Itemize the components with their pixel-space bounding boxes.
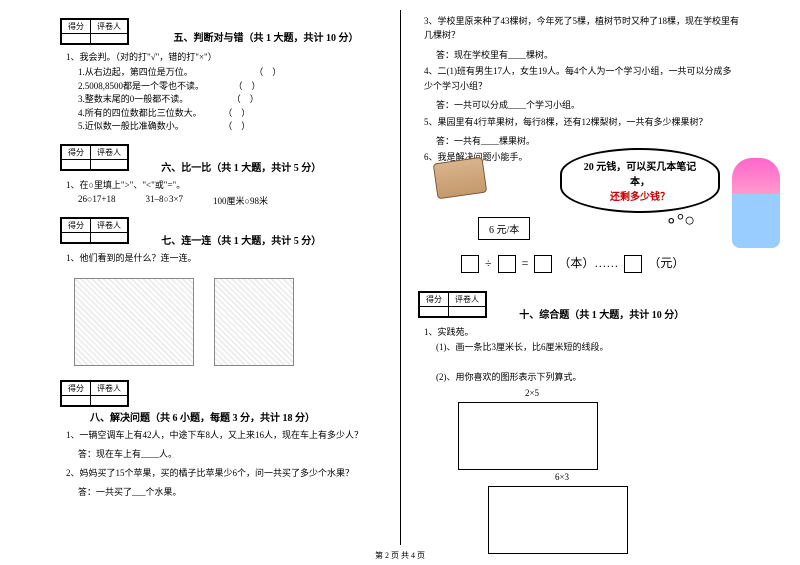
paren: （ ） <box>232 80 262 94</box>
formula-text: （元） <box>648 256 684 270</box>
s5-item: 4.所有的四位数都比三位数大。 （ ） <box>78 107 382 121</box>
score-box: 得分 评卷人 <box>60 380 129 407</box>
section-6-title: 六、比一比（共 1 大题，共计 5 分） <box>161 159 321 174</box>
s5-q1: 1、我会判。（对的打"√"，错的打"×"） <box>66 50 382 64</box>
s8-a2: 答：一共买了___个水果。 <box>78 486 382 500</box>
notebook-icon <box>433 157 488 200</box>
s5-item: 2.5008,8500都是一个零也不读。 （ ） <box>78 80 382 94</box>
bubble-line2: 还剩多少钱？ <box>576 188 704 203</box>
formula-box <box>461 255 479 273</box>
children-table-sketch <box>74 278 194 366</box>
formula-box <box>498 255 516 273</box>
section-5-title: 五、判断对与错（共 1 大题，共计 10 分） <box>150 29 382 44</box>
score-label: 得分 <box>420 293 449 307</box>
s8-a4: 答：一共可以分成____个学习小组。 <box>436 99 740 113</box>
section-8-header: 得分 评卷人 八、解决问题（共 6 小题，每题 3 分，共计 18 分） <box>60 380 382 424</box>
draw-box <box>488 486 628 554</box>
price-box: 6 元/本 <box>478 217 530 240</box>
s6-item: 100厘米○98米 <box>213 194 268 207</box>
s6-item: 31–8○3×7 <box>146 194 184 207</box>
s5-item: 1.从右边起，第四位是万位。 （ ） <box>78 66 382 80</box>
formula-text: （本）…… <box>558 256 618 270</box>
section-6-header: 得分 评卷人 六、比一比（共 1 大题，共计 5 分） <box>60 144 382 174</box>
reviewer-label: 评卷人 <box>91 381 128 395</box>
s8-q2: 2、妈妈买了15个苹果，买的橘子比苹果少6个，问一共买了多少个水果？ <box>66 466 382 480</box>
bubble-line1: 20 元钱，可以买几本笔记本， <box>576 158 704 188</box>
s5-item-text: 2.5008,8500都是一个零也不读。 <box>78 81 204 91</box>
s7-illustration <box>74 272 314 372</box>
section-7-header: 得分 评卷人 七、连一连（共 1 大题，共计 5 分） <box>60 217 382 247</box>
s8-q1: 1、一辆空调车上有42人，中途下车8人，又上来16人，现在车上有多少人？ <box>66 428 382 442</box>
s5-item-text: 3.整数末尾的0一般都不读。 <box>78 94 188 104</box>
objects-sketch <box>214 278 294 366</box>
speech-bubble: 20 元钱，可以买几本笔记本， 还剩多少钱？ <box>560 148 720 213</box>
s5-item: 5.近似数一般比准确数小。 （ ） <box>78 120 382 134</box>
score-box: 得分 评卷人 <box>418 291 487 318</box>
section-10-header: 得分 评卷人 十、综合题（共 1 大题，共计 10 分） <box>418 291 740 321</box>
reviewer-label: 评卷人 <box>91 20 128 34</box>
score-label: 得分 <box>62 20 91 34</box>
paren: （ ） <box>222 107 252 121</box>
s8-q4: 4、二(1)班有男生17人，女生19人。每4个人为一个学习小组，一共可以分成多少… <box>424 64 740 93</box>
paren: （ ） <box>230 93 260 107</box>
s5-item: 3.整数末尾的0一般都不读。 （ ） <box>78 93 382 107</box>
s8-a3: 答：现在学校里有____棵树。 <box>436 49 740 63</box>
division-formula: ÷ = （本）…… （元） <box>458 254 740 273</box>
s6-item: 26○17+18 <box>78 194 116 207</box>
s8-q5: 5、果园里有4行苹果树，每行8棵，还有12棵梨树，一共有多少棵果树？ <box>424 115 740 129</box>
reviewer-label: 评卷人 <box>91 145 128 159</box>
expr-label: 2×5 <box>458 388 606 398</box>
s6-q1: 1、在○里填上">"、"<"或"="。 <box>66 178 382 192</box>
s10-sub1: (1)、画一条比3厘米长，比6厘米短的线段。 <box>436 341 740 355</box>
right-column: 3、学校里原来种了43棵树，今年死了5棵，植树节时又种了18棵，现在学校里有几棵… <box>400 0 800 540</box>
thought-dots-icon: ∘°○ <box>666 210 695 231</box>
reviewer-label: 评卷人 <box>449 293 486 307</box>
section-8-title: 八、解决问题（共 6 小题，每题 3 分，共计 18 分） <box>90 409 315 424</box>
page-footer: 第 2 页 共 4 页 <box>0 550 800 561</box>
expr-label: 6×3 <box>488 472 636 482</box>
s8-a1: 答：现在车上有____人。 <box>78 448 382 462</box>
left-column: 得分 评卷人 五、判断对与错（共 1 大题，共计 10 分） 1、我会判。（对的… <box>0 0 400 540</box>
s10-q1: 1、实践苑。 <box>424 325 740 339</box>
girl-character-icon <box>732 158 780 248</box>
formula-box <box>624 255 642 273</box>
reviewer-label: 评卷人 <box>91 219 128 233</box>
paren: （ ） <box>222 120 252 134</box>
s5-item-text: 4.所有的四位数都比三位数大。 <box>78 108 202 118</box>
score-box: 得分 评卷人 <box>60 144 129 171</box>
s8-q3: 3、学校里原来种了43棵树，今年死了5棵，植树节时又种了18棵，现在学校里有几棵… <box>424 14 740 43</box>
draw-area: 2×5 6×3 <box>458 388 740 556</box>
section-10-title: 十、综合题（共 1 大题，共计 10 分） <box>519 306 684 321</box>
formula-box <box>534 255 552 273</box>
s6-items: 26○17+18 31–8○3×7 100厘米○98米 <box>78 194 382 207</box>
s5-item-text: 1.从右边起，第四位是万位。 <box>78 67 193 77</box>
draw-box <box>458 402 598 470</box>
score-box: 得分 评卷人 <box>60 217 129 244</box>
s5-item-text: 5.近似数一般比准确数小。 <box>78 121 184 131</box>
score-box: 得分 评卷人 <box>60 18 129 45</box>
score-label: 得分 <box>62 219 91 233</box>
s8-a5: 答：一共有____棵果树。 <box>436 135 740 149</box>
s7-q1: 1、他们看到的是什么？连一连。 <box>66 251 382 265</box>
paren: （ ） <box>253 66 283 80</box>
s10-sub2: (2)、用你喜欢的图形表示下列算式。 <box>436 371 740 385</box>
section-7-title: 七、连一连（共 1 大题，共计 5 分） <box>161 232 321 247</box>
score-label: 得分 <box>62 145 91 159</box>
score-label: 得分 <box>62 381 91 395</box>
